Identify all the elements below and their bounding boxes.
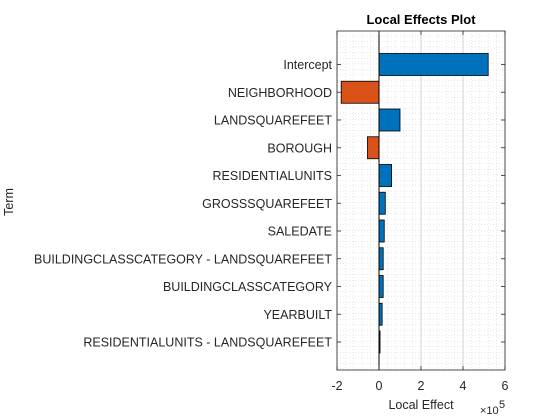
bar — [378, 191, 386, 215]
bar — [378, 53, 489, 76]
x-axis-label: Local Effect — [388, 398, 454, 412]
y-tick-label: GROSSSQUAREFEET — [202, 197, 332, 211]
y-tick-label: SALEDATE — [268, 225, 332, 239]
x-axis-multiplier: ×10 — [480, 405, 499, 417]
x-tick-label: 6 — [502, 379, 509, 393]
x-tick-labels: -2 0 2 4 6 — [331, 379, 508, 393]
x-tick-label: -2 — [331, 379, 342, 393]
bar — [367, 136, 380, 160]
y-tick-label: BUILDINGCLASSCATEGORY — [163, 280, 333, 294]
chart-title: Local Effects Plot — [366, 12, 476, 27]
bar — [340, 80, 380, 104]
bars — [340, 53, 489, 354]
y-tick-label: Intercept — [283, 58, 332, 72]
y-tick-label: LANDSQUAREFEET — [214, 114, 332, 128]
y-axis-label: Term — [2, 188, 16, 216]
bar — [378, 247, 384, 271]
y-tick-label: NEIGHBORHOOD — [228, 86, 332, 100]
y-tick-label: BOROUGH — [267, 141, 332, 155]
bar — [378, 108, 401, 132]
y-tick-label: RESIDENTIALUNITS — [213, 169, 332, 183]
x-tick-label: 2 — [418, 379, 425, 393]
y-tick-marks — [337, 64, 505, 343]
y-tick-label: YEARBUILT — [263, 308, 332, 322]
x-tick-marks — [336, 31, 506, 370]
bar — [378, 219, 385, 243]
x-tick-label: 4 — [460, 379, 467, 393]
y-tick-label: BUILDINGCLASSCATEGORY - LANDSQUAREFEET — [34, 252, 332, 266]
x-tick-label: 0 — [376, 379, 383, 393]
bar — [378, 164, 393, 187]
y-tick-label: RESIDENTIALUNITS - LANDSQUAREFEET — [83, 336, 332, 350]
bar — [378, 275, 384, 298]
y-tick-labels: Intercept NEIGHBORHOOD LANDSQUAREFEET BOROU… — [34, 58, 333, 350]
x-axis-multiplier-exponent: 5 — [499, 399, 505, 411]
